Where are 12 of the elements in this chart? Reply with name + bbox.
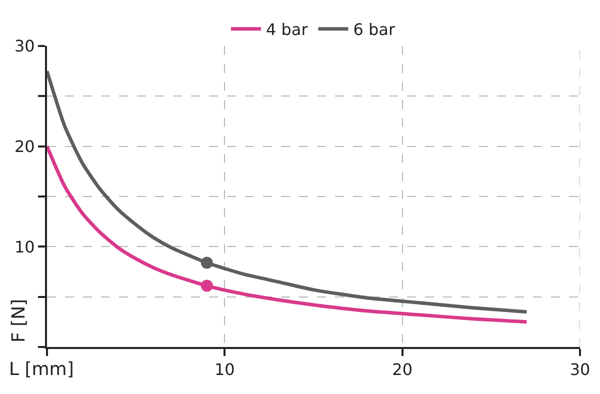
line-series	[47, 69, 528, 314]
y-tick-label: 20	[14, 136, 35, 156]
y-axis-title: F [N]	[8, 298, 30, 342]
y-tick-label: 10	[14, 237, 35, 256]
y-tick-label: 30	[14, 36, 35, 56]
x-tick-label: 10	[214, 360, 235, 380]
x-axis-title: L [mm]	[9, 359, 74, 380]
legend-label: 6 bar	[353, 20, 396, 40]
x-tick-label: 30	[570, 360, 590, 380]
x-tick-label: 20	[392, 360, 413, 380]
legend-label: 4 bar	[266, 20, 308, 40]
line-series	[47, 144, 528, 324]
